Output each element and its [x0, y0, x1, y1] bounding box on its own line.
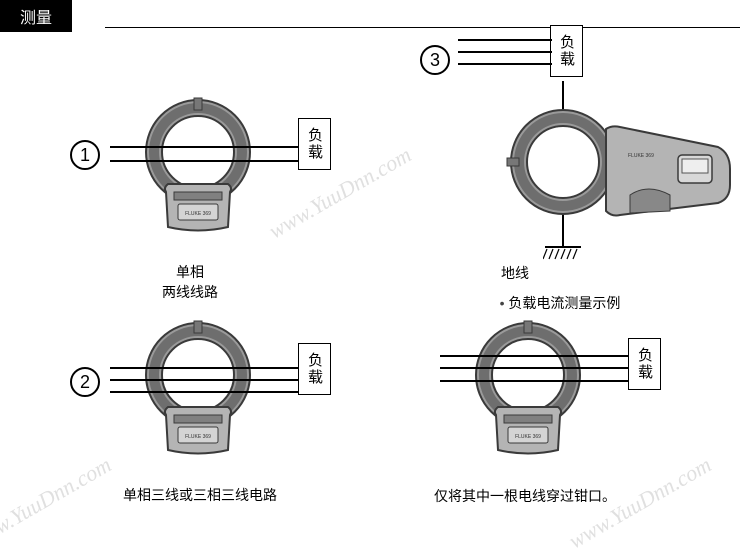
panel-3: 3 负载 FLUKE 369 地线 • 负载电流测量示例 — [400, 25, 740, 315]
step-badge-1: 1 — [70, 140, 100, 170]
wire — [110, 379, 300, 381]
panel-caption: 仅将其中一根电线穿过钳口。 — [395, 486, 655, 506]
wire-through — [440, 380, 630, 382]
load-label: 负载 — [550, 25, 583, 77]
wire — [110, 367, 300, 369]
panel-2: 2 负载 单相三线或三相三线电路 — [70, 295, 370, 515]
clamp-meter-icon — [128, 315, 268, 460]
panel-1: 1 负载 单相 两线线路 — [70, 50, 370, 300]
step-number: 1 — [80, 145, 90, 166]
svg-text:FLUKE 369: FLUKE 369 — [628, 153, 654, 159]
load-label: 负载 — [298, 343, 331, 395]
wire — [458, 63, 552, 65]
step-badge-3: 3 — [420, 45, 450, 75]
panel-caption: 单相三线或三相三线电路 — [90, 485, 310, 505]
clamp-meter-icon — [458, 315, 598, 460]
load-label: 负载 — [298, 118, 331, 170]
section-title: 测量 — [0, 0, 72, 32]
wire — [110, 391, 300, 393]
wire — [110, 146, 300, 148]
panel-4: 负载 仅将其中一根电线穿过钳口。 — [400, 300, 740, 520]
step-number: 3 — [430, 50, 440, 71]
step-badge-2: 2 — [70, 367, 100, 397]
load-label: 负载 — [628, 338, 661, 390]
wire — [110, 160, 300, 162]
wire — [458, 51, 552, 53]
clamp-meter-icon — [128, 92, 268, 237]
wire-bypass — [440, 367, 630, 369]
wire — [458, 39, 552, 41]
wire-bypass — [440, 355, 630, 357]
clamp-meter-full-icon: FLUKE 369 — [448, 87, 748, 257]
step-number: 2 — [80, 372, 90, 393]
ground-label: 地线 — [455, 263, 575, 283]
caption-line: 单相 — [176, 264, 204, 280]
section-header: 测量 — [0, 0, 72, 32]
